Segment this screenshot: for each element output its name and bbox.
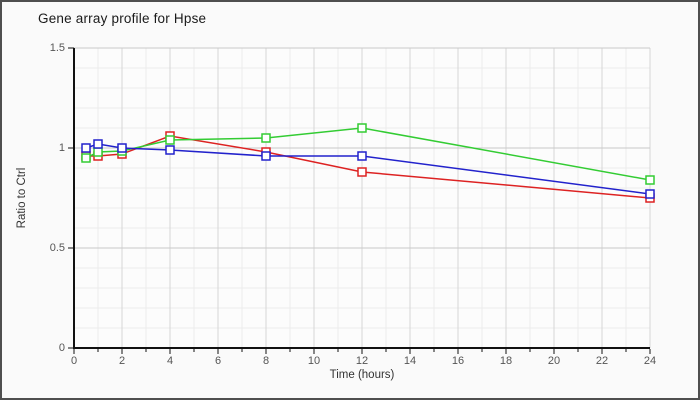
y-axis-title: Ratio to Ctrl (16, 168, 28, 229)
series-blue-marker (165, 145, 175, 155)
series-blue-marker (81, 143, 91, 153)
x-tick-label: 18 (500, 355, 512, 367)
x-tick-label: 4 (167, 355, 173, 367)
series-blue-marker (117, 143, 127, 153)
x-axis-title: Time (hours) (330, 369, 395, 381)
y-tick-label: 1.5 (50, 42, 65, 54)
series-red-marker (357, 167, 367, 177)
series-green-marker (261, 133, 271, 143)
x-tick-label: 24 (644, 355, 656, 367)
y-tick-label: 1 (59, 142, 65, 154)
series-blue-marker (357, 151, 367, 161)
x-tick-label: 22 (596, 355, 608, 367)
x-tick-label: 16 (452, 355, 464, 367)
x-tick-label: 2 (119, 355, 125, 367)
series-blue-marker (93, 139, 103, 149)
series-green-marker (93, 147, 103, 157)
x-tick-label: 14 (404, 355, 416, 367)
y-tick-label: 0 (59, 342, 65, 354)
x-tick-label: 10 (308, 355, 320, 367)
series-green-marker (81, 153, 91, 163)
x-tick-label: 8 (263, 355, 269, 367)
series-blue-marker (261, 151, 271, 161)
series-green-marker (165, 135, 175, 145)
x-tick-label: 0 (71, 355, 77, 367)
series-blue-marker (645, 189, 655, 199)
x-tick-label: 12 (356, 355, 368, 367)
series-green-marker (357, 123, 367, 133)
y-tick-label: 0.5 (50, 242, 65, 254)
chart-title: Gene array profile for Hpse (38, 11, 207, 26)
series-green-marker (645, 175, 655, 185)
x-tick-label: 6 (215, 355, 221, 367)
x-tick-label: 20 (548, 355, 560, 367)
